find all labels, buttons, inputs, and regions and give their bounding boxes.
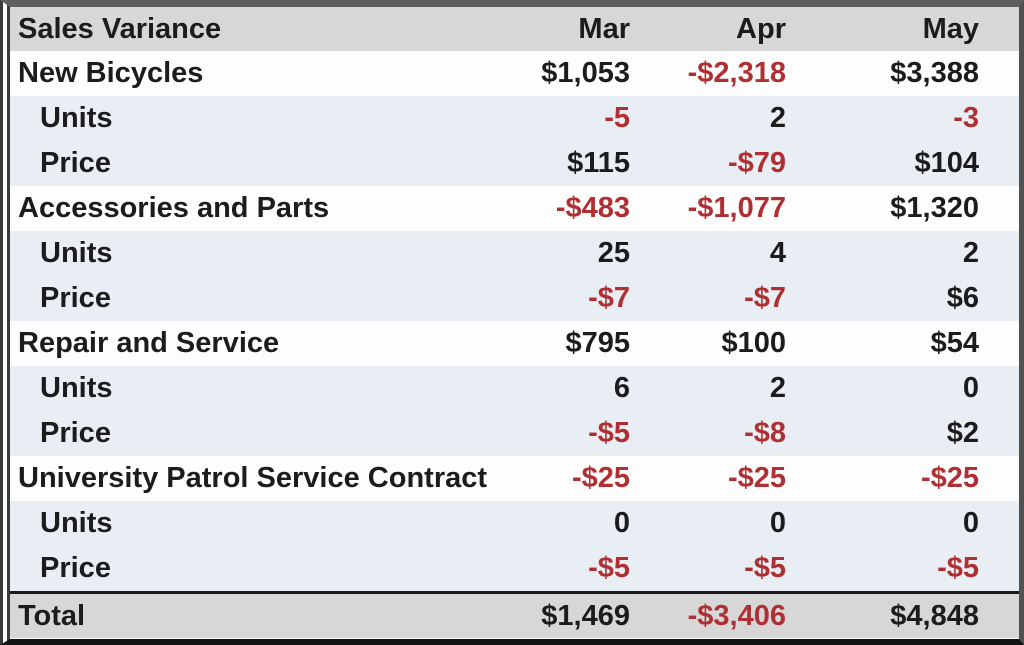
column-header-mar: Mar: [500, 7, 640, 51]
value-cell-mar: -$7: [588, 282, 630, 314]
value-cell-apr: -$8: [744, 417, 786, 449]
value-cell-apr: -$2,318: [687, 57, 786, 89]
table-row: University Patrol Service Contract -$25 …: [10, 456, 1019, 501]
value-cell-may: $4,848: [792, 591, 1019, 638]
table-row: Repair and Service $795 $100 $54: [10, 321, 1019, 366]
value-cell-may: 2: [962, 237, 979, 269]
value-cell-may: $6: [946, 282, 979, 314]
row-label: Units: [40, 372, 113, 404]
value-cell-apr: -$5: [744, 552, 786, 584]
row-label: Accessories and Parts: [18, 192, 330, 224]
header-row: Sales Variance Mar Apr May: [10, 7, 1019, 51]
value-cell-may: -$25: [920, 462, 979, 494]
value-cell-mar: -$25: [571, 462, 630, 494]
row-label: University Patrol Service Contract: [18, 462, 488, 494]
value-cell-may: 0: [962, 507, 979, 539]
row-label: Repair and Service: [18, 327, 280, 359]
value-cell-may: $3,388: [890, 57, 979, 89]
value-cell-apr: $100: [721, 327, 786, 359]
value-cell-may: $104: [914, 147, 979, 179]
value-cell-may: -$5: [937, 552, 979, 584]
value-cell-apr: -$3,406: [640, 591, 792, 638]
table-row: Units 0 0 0: [10, 501, 1019, 546]
column-header-may: May: [792, 7, 1019, 51]
value-cell-mar: $1,053: [541, 57, 630, 89]
value-cell-apr: 4: [769, 237, 786, 269]
value-cell-mar: -5: [604, 102, 630, 134]
value-cell-may: $1,320: [890, 192, 979, 224]
value-cell-mar: -$5: [588, 417, 630, 449]
value-cell-may: $2: [946, 417, 979, 449]
value-cell-mar: -$5: [588, 552, 630, 584]
value-cell-mar: $1,469: [500, 591, 640, 638]
table-row: Price -$5 -$5 -$5: [10, 546, 1019, 593]
value-cell-mar: $795: [565, 327, 630, 359]
value-cell-may: 0: [962, 372, 979, 404]
table-row: Price -$5 -$8 $2: [10, 411, 1019, 456]
table-row: Accessories and Parts -$483 -$1,077 $1,3…: [10, 186, 1019, 231]
value-cell-apr: -$79: [727, 147, 786, 179]
row-label: Units: [40, 102, 113, 134]
row-label: Units: [40, 507, 113, 539]
sales-variance-table: Sales Variance Mar Apr May New Bicycles …: [10, 7, 1019, 638]
value-cell-mar: -$483: [555, 192, 630, 224]
value-cell-mar: $115: [567, 147, 630, 179]
row-label: Total: [10, 591, 500, 638]
value-cell-apr: -$7: [744, 282, 786, 314]
value-cell-mar: 25: [597, 237, 630, 269]
value-cell-may: -3: [953, 102, 979, 134]
row-label: Units: [40, 237, 113, 269]
row-label: Price: [40, 417, 111, 449]
value-cell-apr: 0: [769, 507, 786, 539]
table-row: New Bicycles $1,053 -$2,318 $3,388: [10, 51, 1019, 96]
value-cell-apr: 2: [769, 102, 786, 134]
value-cell-mar: 6: [613, 372, 630, 404]
value-cell-apr: -$25: [727, 462, 786, 494]
table-row: Price -$7 -$7 $6: [10, 276, 1019, 321]
row-label: New Bicycles: [18, 57, 204, 89]
table-row: Units 25 4 2: [10, 231, 1019, 276]
column-header-apr: Apr: [640, 7, 792, 51]
value-cell-mar: 0: [613, 507, 630, 539]
row-label: Price: [40, 147, 111, 179]
table-row: Units 6 2 0: [10, 366, 1019, 411]
row-label: Price: [40, 552, 111, 584]
table-row: Units -5 2 -3: [10, 96, 1019, 141]
value-cell-may: $54: [930, 327, 979, 359]
value-cell-apr: 2: [769, 372, 786, 404]
value-cell-apr: -$1,077: [687, 192, 786, 224]
table-title: Sales Variance: [10, 7, 500, 51]
total-row: Total $1,469 -$3,406 $4,848: [10, 591, 1019, 638]
row-label: Price: [40, 282, 111, 314]
table-row: Price $115 -$79 $104: [10, 141, 1019, 186]
